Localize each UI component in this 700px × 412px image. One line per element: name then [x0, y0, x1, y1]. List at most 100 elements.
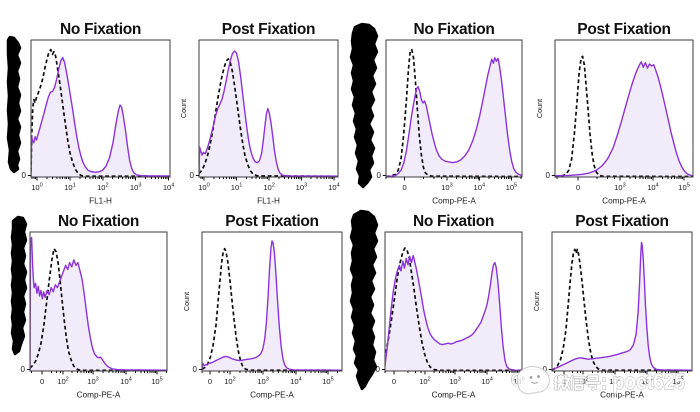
x-axis: 0 103 104 105 [385, 177, 522, 192]
stained-histogram-fill [202, 241, 342, 371]
y-zero-label: 0 [21, 365, 26, 374]
y-axis-label: Count [182, 292, 191, 311]
stained-histogram-curve [552, 241, 692, 371]
x-tick-label: 100 [31, 182, 43, 192]
cjk-glyph-stroke [591, 387, 597, 391]
x-tick-label: 102 [224, 376, 236, 386]
panel-title: Post Fixation [225, 213, 318, 230]
stained-histogram-fill [385, 255, 522, 371]
y-axis-label: Count [535, 99, 544, 118]
watermark-cjk-glyph [569, 374, 586, 391]
wechat-id-watermark: : poct625 [511, 366, 686, 395]
stained-histogram-fill [555, 61, 693, 177]
y-zero-label: 0 [377, 171, 382, 180]
panel-title: No Fixation [58, 213, 139, 230]
x-tick-label: 103 [87, 376, 99, 386]
x-axis-label: FL1-H [89, 197, 112, 206]
cjk-glyph-stroke [554, 378, 558, 385]
plot-area-border [385, 39, 523, 178]
x-tick-label: 100 [198, 182, 210, 192]
histogram-panel-p2: Post Fixation 100 101 102 103 104 FL1-H 0 Count [179, 21, 340, 206]
x-axis: 100 101 102 103 104 [31, 177, 174, 192]
plot-area-border [554, 39, 694, 178]
x-tick-label: 0 [40, 377, 44, 386]
stained-histogram-curve [31, 56, 170, 177]
x-axis: 0 103 104 105 [556, 177, 690, 192]
watermark-cjk-glyph [584, 374, 602, 391]
histogram-panel-p1: No Fixation 100 101 102 103 104 FL1-H 0 [22, 21, 175, 206]
x-tick-label: 104 [163, 182, 175, 192]
plot-area-border [29, 231, 168, 372]
stained-histogram-fill [31, 57, 170, 177]
x-tick-label: 105 [151, 376, 163, 386]
stained-histogram-fill [30, 237, 167, 371]
x-axis-label: Comp-PE-A [600, 391, 644, 400]
redacted-row2-label-left [10, 215, 28, 356]
ghost-eye-right [537, 375, 540, 378]
ghost-arm [511, 373, 519, 386]
panel-title: Post Fixation [222, 21, 315, 38]
ghost-icon [511, 366, 550, 395]
x-tick-label: 103 [609, 376, 621, 386]
x-tick-label: 104 [290, 376, 302, 386]
stained-histogram-curve [385, 254, 522, 371]
stained-histogram-curve [555, 61, 693, 177]
y-zero-label: 0 [22, 171, 27, 180]
x-tick-label: 105 [678, 182, 690, 192]
cjk-glyph-stroke [557, 383, 561, 390]
x-tick-label: 103 [449, 376, 461, 386]
x-axis-label: Comp-PE-A [250, 391, 294, 400]
control-histogram-curve [555, 55, 693, 177]
panel-title: No Fixation [60, 21, 141, 38]
ghost-body [517, 366, 549, 394]
y-zero-label: 0 [376, 365, 381, 374]
redacted-row1-label-middle [349, 22, 379, 189]
stained-histogram-curve [199, 50, 338, 177]
x-tick-label: 102 [97, 182, 109, 192]
plot-area-border [198, 39, 339, 178]
x-tick-label: 103 [130, 182, 142, 192]
y-zero-label: 0 [193, 365, 198, 374]
y-zero-label: 0 [543, 365, 548, 374]
watermark-cjk-glyph [553, 374, 571, 391]
plot-area-border [30, 39, 171, 178]
x-tick-label: 105 [672, 376, 684, 386]
cjk-glyph-stroke [561, 383, 565, 390]
redacted-row1-label-left [6, 35, 22, 174]
x-tick-label: 102 [57, 376, 69, 386]
x-axis-label: FL1-H [257, 197, 280, 206]
cjk-glyph-stroke [574, 384, 584, 390]
x-tick-label: 0 [208, 377, 212, 386]
y-zero-label: 0 [190, 171, 195, 180]
y-axis-label: Count [179, 99, 188, 118]
stained-histogram-curve [202, 240, 342, 371]
x-tick-label: 101 [231, 182, 243, 192]
x-axis-label: Comp-PE-A [602, 197, 646, 206]
x-tick-label: 103 [441, 182, 453, 192]
x-axis-label: Comp-PE-A [432, 197, 476, 206]
x-tick-label: 0 [576, 183, 580, 192]
panel-title: Post Fixation [577, 21, 670, 38]
control-histogram-curve [30, 247, 167, 371]
histogram-panel-p5: No Fixation 0 102 103 104 105 Comp-PE-A 0 [21, 213, 168, 400]
ghost-mouth [531, 381, 539, 384]
stained-histogram-curve [386, 57, 522, 177]
x-tick-label: 102 [263, 182, 275, 192]
control-histogram-curve [31, 48, 170, 177]
x-tick-label: 105 [506, 182, 518, 192]
y-zero-label: 0 [546, 171, 551, 180]
histogram-panel-p6: Post Fixation 0 102 103 104 105 Comp-PE-A 0 Coun… [182, 213, 343, 400]
panel-title: No Fixation [413, 213, 494, 230]
histogram-panel-p4: Post Fixation 0 103 104 105 Comp-PE-A 0 Count [535, 21, 694, 206]
x-axis-label: Comp-PE-A [432, 391, 476, 400]
panel-title: No Fixation [413, 21, 494, 38]
x-tick-label: 0 [403, 183, 407, 192]
x-tick-label: 101 [64, 182, 76, 192]
control-histogram-curve [552, 248, 692, 371]
x-tick-label: 104 [481, 376, 493, 386]
